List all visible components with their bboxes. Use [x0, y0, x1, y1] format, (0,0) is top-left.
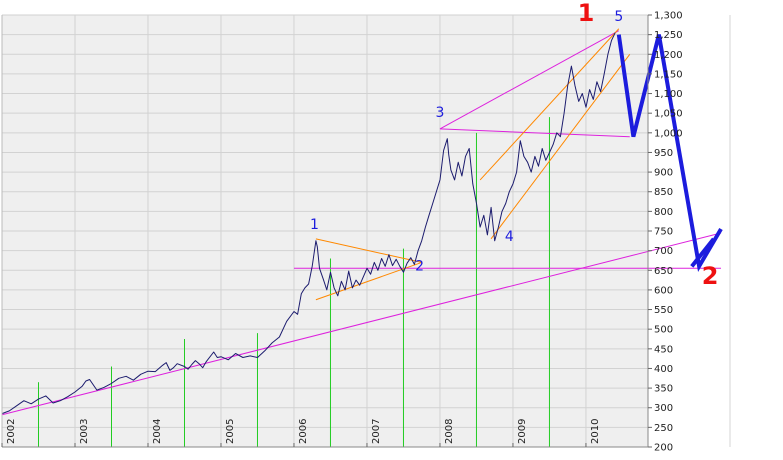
magenta-trendline: [439, 128, 630, 138]
y-tick-label: 850: [654, 187, 673, 198]
orange-trendline: [315, 261, 422, 301]
y-tick-label: 550: [654, 305, 673, 316]
wave-label: 5: [614, 9, 623, 25]
projection-cross: [690, 237, 716, 268]
y-tick-label: 1,250: [654, 30, 683, 41]
projection-path: [616, 34, 723, 273]
y-tick-label: 450: [654, 344, 673, 355]
y-tick-label: 500: [654, 325, 673, 336]
x-tick-label: 2002: [6, 419, 17, 444]
x-tick-label: 2008: [444, 419, 455, 444]
y-tick-label: 650: [654, 266, 673, 277]
y-tick-label: 750: [654, 227, 673, 238]
y-tick-label: 350: [654, 384, 673, 395]
price-line: [1, 32, 616, 415]
y-axis-ticks: 200 250 300 350 400 450 500 550 600 650 700 750 800 8…: [648, 11, 683, 454]
projection-zigzag: [616, 34, 723, 273]
x-tick-label: 2004: [152, 419, 163, 444]
x-tick-label: 2006: [298, 419, 309, 444]
x-tick-label: 2009: [517, 419, 528, 444]
wave-label: 1: [310, 217, 319, 233]
wave-labels: 1 2 3 4 5 1 2: [310, 0, 718, 290]
y-tick-label: 600: [654, 285, 673, 296]
big-label: 1: [578, 0, 595, 27]
x-axis-ticks: 2002 2003 2004 2005 2006 2007 2008 2009 2010: [1, 419, 601, 447]
y-tick-label: 1,200: [654, 50, 683, 61]
big-label: 2: [702, 262, 719, 290]
x-tick-label: 2005: [225, 419, 236, 444]
wave-label: 2: [415, 258, 424, 274]
y-tick-label: 1,050: [654, 109, 683, 120]
green-vertical-markers: [37, 117, 550, 447]
y-tick-label: 900: [654, 168, 673, 179]
x-tick-label: 2003: [79, 419, 90, 444]
orange-trendline: [479, 28, 620, 181]
y-tick-label: 700: [654, 246, 673, 257]
y-tick-label: 250: [654, 423, 673, 434]
orange-trendline: [490, 53, 631, 240]
y-tick-label: 800: [654, 207, 673, 218]
magenta-trendline: [439, 30, 620, 130]
price-series: [1, 32, 616, 415]
y-tick-label: 950: [654, 148, 673, 159]
y-tick-label: 1,100: [654, 89, 683, 100]
y-tick-label: 400: [654, 364, 673, 375]
x-tick-label: 2007: [371, 419, 382, 444]
y-tick-label: 1,000: [654, 128, 683, 139]
y-tick-label: 300: [654, 403, 673, 414]
wave-label: 3: [436, 105, 445, 121]
magenta-trendlines: [1, 30, 722, 416]
y-tick-label: 1,150: [654, 69, 683, 80]
x-tick-label: 2010: [590, 419, 601, 444]
y-tick-label: 200: [654, 443, 673, 454]
orange-trendlines: [315, 28, 631, 301]
y-tick-label: 1,300: [654, 11, 683, 22]
magenta-trendline: [1, 232, 722, 416]
wave-label: 4: [505, 229, 514, 245]
orange-trendline: [315, 238, 422, 263]
